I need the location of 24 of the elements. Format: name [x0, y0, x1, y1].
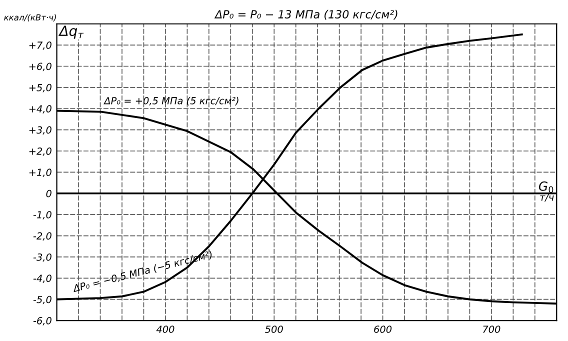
x-tick-label: 500	[265, 326, 283, 333]
y-tick-label: +1,0	[29, 168, 52, 178]
y-axis-title: Δq$_{т}$	[58, 26, 84, 39]
y-tick-label: +2,0	[29, 147, 52, 156]
y-tick-label: +7,0	[29, 42, 52, 50]
annotation: т/ч	[540, 194, 554, 202]
y-tick-label: -1,0	[33, 211, 52, 220]
x-axis-title: G$_{0}$	[538, 181, 554, 193]
y-tick-label: +6,0	[29, 62, 52, 72]
chart-title: ΔP₀ = P₀ − 13 МПа (130 кгс/см²)	[214, 10, 398, 20]
series-label: ΔP₀ = +0,5 МПа (5 кгс/см²)	[104, 96, 238, 106]
y-tick-label: -2,0	[33, 232, 52, 241]
y-tick-label: +3,0	[29, 126, 52, 135]
y-tick-label: -6,0	[33, 317, 52, 326]
y-tick-label: +4,0	[29, 105, 52, 114]
y-tick-label: -5,0	[33, 296, 52, 304]
y-tick-label: -3,0	[33, 253, 52, 262]
y-tick-label: 0	[46, 190, 52, 198]
text: ккал/(кВт·ч)	[4, 14, 56, 22]
x-tick-label: 700	[483, 326, 500, 333]
y-tick-label: -4,0	[33, 274, 52, 283]
x-tick-label: 600	[374, 326, 392, 333]
x-tick-label: 400	[156, 326, 174, 333]
y-tick-label: +5,0	[29, 84, 52, 92]
